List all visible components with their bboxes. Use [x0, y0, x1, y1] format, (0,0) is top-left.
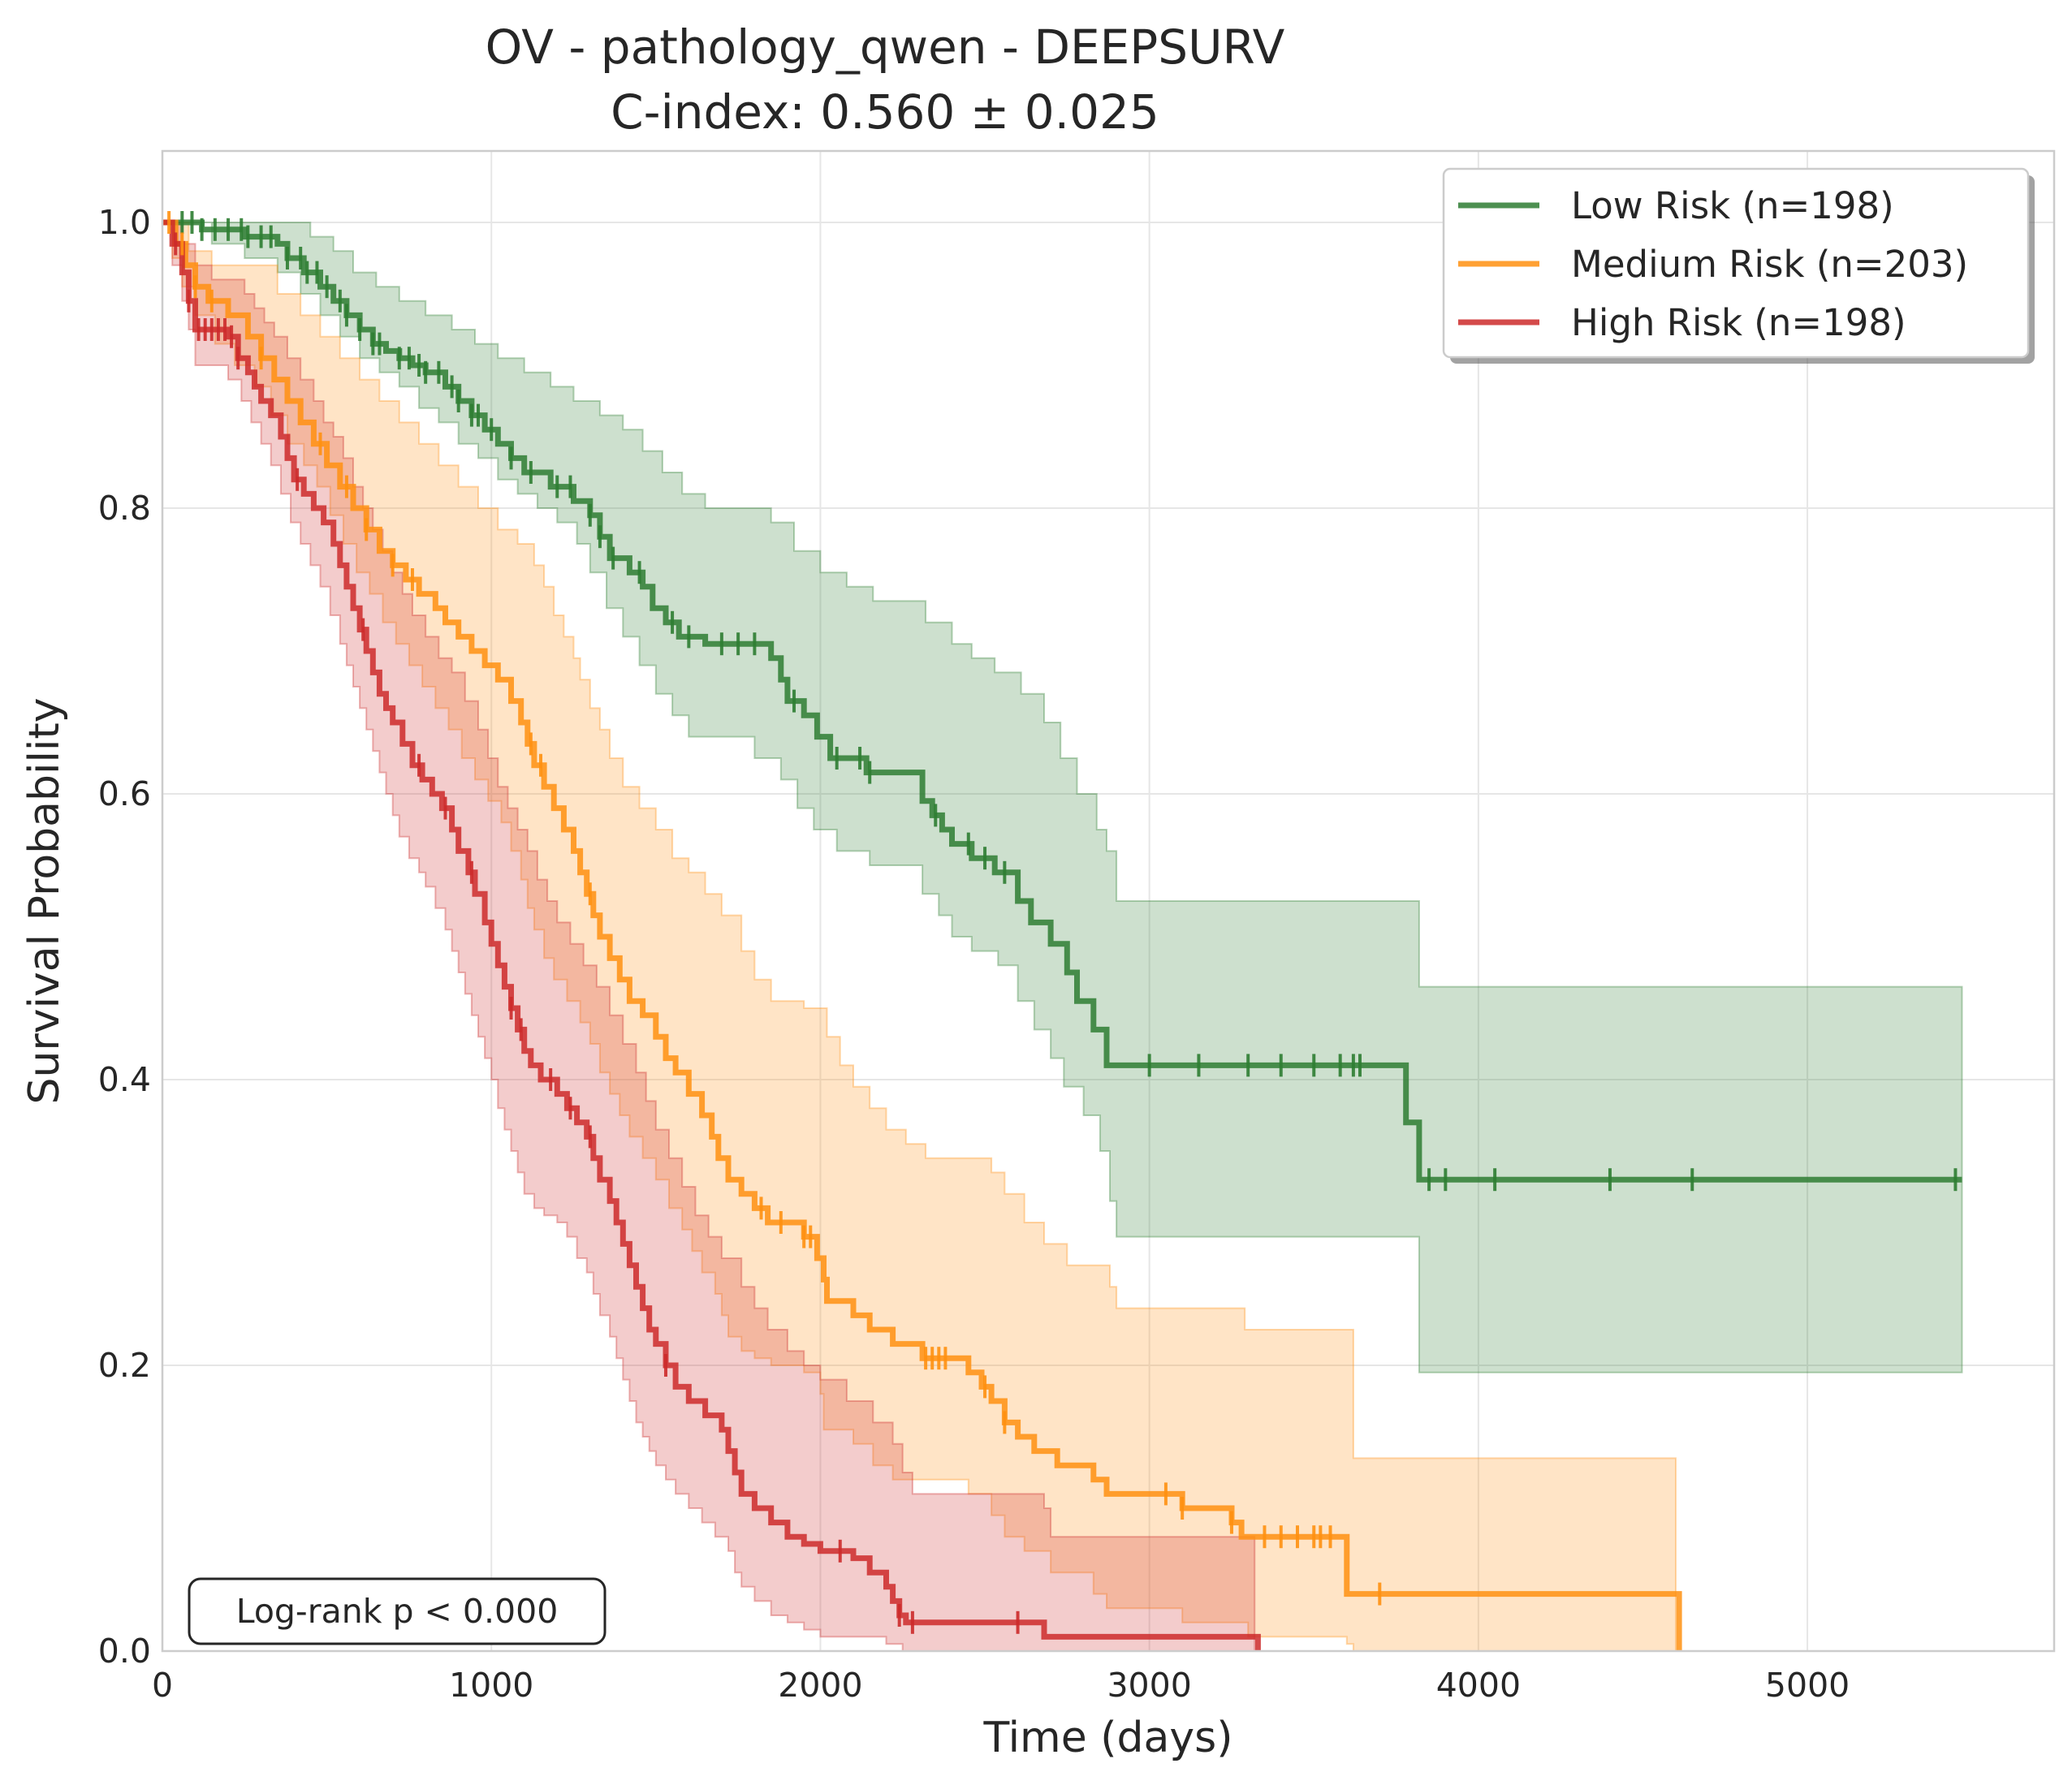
- legend-label: Low Risk (n=198): [1571, 184, 1894, 227]
- plot-area: [162, 151, 2054, 1651]
- y-axis-label: Survival Probability: [20, 697, 69, 1104]
- annotation-text: Log-rank p < 0.000: [236, 1592, 559, 1631]
- y-tick-label: 0.0: [98, 1632, 151, 1671]
- x-tick-label: 2000: [778, 1666, 862, 1705]
- medium-risk-curve: [162, 219, 1682, 1651]
- chart-subtitle: C-index: 0.560 ± 0.025: [611, 84, 1159, 140]
- plot-frame: [161, 149, 2056, 1653]
- x-tick-label: 0: [152, 1666, 173, 1705]
- low-risk-curve: [162, 219, 1962, 1183]
- y-tick-label: 0.4: [98, 1060, 151, 1099]
- x-tick-label: 3000: [1107, 1666, 1191, 1705]
- y-ticks: 0.0 0.2 0.4 0.6 0.8 1.0: [98, 203, 151, 1671]
- x-axis-label: Time (days): [982, 1714, 1232, 1762]
- x-tick-label: 5000: [1765, 1666, 1850, 1705]
- legend-label: Medium Risk (n=203): [1571, 243, 1968, 286]
- censor-marks: [167, 211, 1958, 1634]
- y-tick-label: 0.2: [98, 1346, 151, 1385]
- y-tick-label: 1.0: [98, 203, 151, 242]
- annotation-box: [188, 1577, 606, 1645]
- low-risk-ci-band: [162, 222, 1963, 1373]
- legend-items: Low Risk (n=198) Medium Risk (n=203) High …: [1458, 184, 1968, 344]
- y-tick-label: 0.6: [98, 774, 151, 813]
- chart-title: OV - pathology_qwen - DEEPSURV: [486, 19, 1285, 75]
- legend: Low Risk (n=198) Medium Risk (n=203) High …: [1442, 167, 2035, 364]
- logrank-annotation: Log-rank p < 0.000: [188, 1577, 606, 1645]
- x-ticks: 0 1000 2000 3000 4000 5000: [152, 1666, 1850, 1705]
- medium-risk-ci-band: [162, 222, 1677, 1652]
- x-tick-label: 1000: [449, 1666, 533, 1705]
- x-tick-label: 4000: [1436, 1666, 1521, 1705]
- legend-label: High Risk (n=198): [1571, 301, 1906, 344]
- legend-box: [1442, 167, 2030, 359]
- y-tick-label: 0.8: [98, 489, 151, 528]
